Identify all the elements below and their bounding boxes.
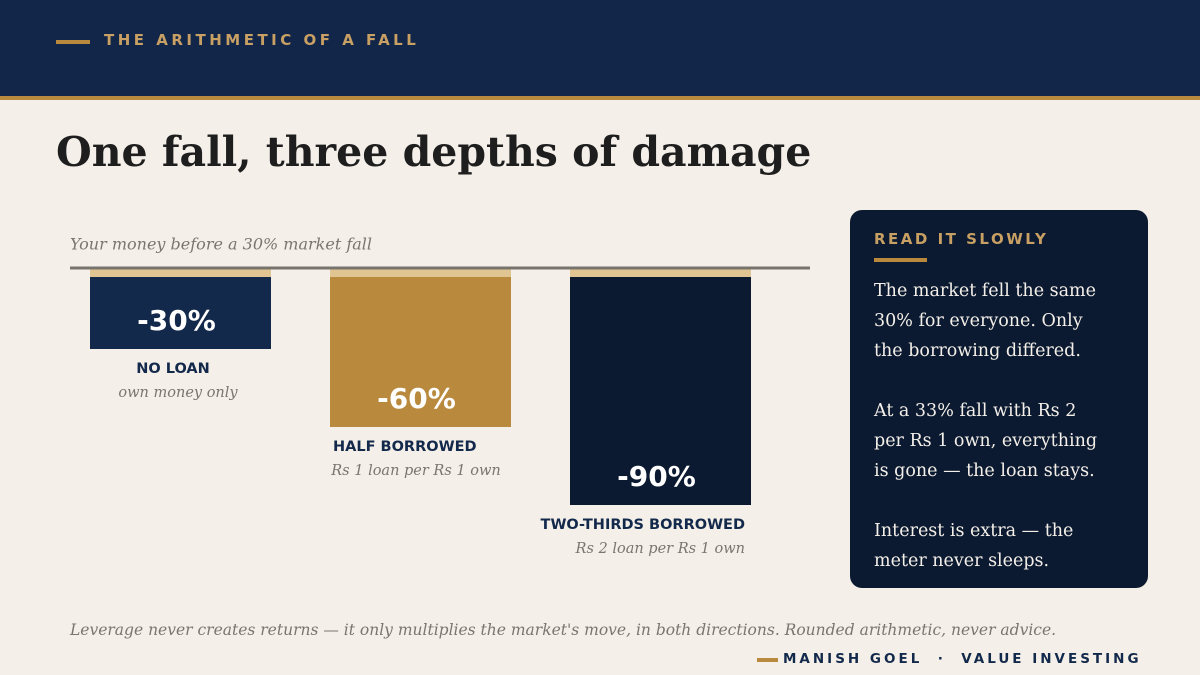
footnote: Leverage never creates returns — it only… [70,621,1057,639]
chart: Your money before a 30% market fall -30%… [70,235,810,557]
title: One fall, three depths of damage [56,128,812,176]
text-line: At a 33% fall with Rs 2 [874,401,1077,421]
bar-cap [90,269,271,277]
text-line: The market fell the same [874,281,1096,301]
category-label: NO LOAN [136,361,210,377]
accent-dash [874,258,927,262]
sidebar-title: READ IT SLOWLY [874,230,1049,248]
value-label: -90% [617,460,696,493]
header: THE ARITHMETIC OF A FALL [0,0,1200,100]
text-line: the borrowing differed. [874,341,1081,361]
category-label: TWO-THIRDS BORROWED [541,517,745,533]
accent-dash [56,40,90,44]
bar [330,271,511,427]
chart-subtitle: Your money before a 30% market fall [70,235,372,254]
header-label: THE ARITHMETIC OF A FALL [104,31,420,49]
bar-cap [330,269,511,277]
sidebar: READ IT SLOWLY The market fell the same 3… [850,210,1148,588]
category-label: HALF BORROWED [333,439,477,455]
brand: MANISH GOEL · VALUE INVESTING [783,651,1142,667]
bar [90,271,271,349]
bar [570,271,751,505]
sidebar-paragraph: Interest is extra — the meter never sleep… [874,516,1073,576]
category-sublabel: Rs 2 loan per Rs 1 own [575,541,745,557]
text-line: 30% for everyone. Only [874,311,1083,331]
value-label: -60% [377,382,456,415]
sidebar-paragraph: At a 33% fall with Rs 2 per Rs 1 own, eve… [874,396,1097,486]
text-line: per Rs 1 own, everything [874,431,1098,451]
category-sublabel: own money only [118,385,238,401]
text-line: meter never sleeps. [874,551,1050,571]
accent-dash [757,658,778,662]
text-line: Interest is extra — the [874,521,1074,541]
value-label: -30% [137,304,216,337]
bar-cap [570,269,751,277]
sidebar-paragraph: The market fell the same 30% for everyone… [874,276,1096,366]
text-line: is gone — the loan stays. [874,461,1095,481]
category-sublabel: Rs 1 loan per Rs 1 own [330,463,500,479]
